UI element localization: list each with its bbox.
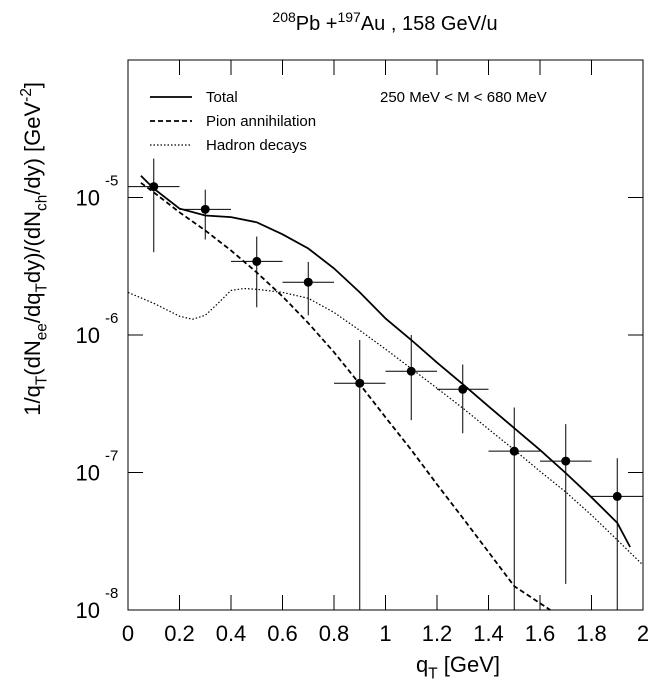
series-line	[140, 175, 631, 548]
legend-label: Hadron decays	[206, 137, 307, 154]
x-axis-label-part: [GeV]	[438, 652, 500, 677]
y-tick-label: 10	[76, 461, 100, 486]
y-tick-label: 10	[76, 598, 100, 623]
legend-label: Pion annihilation	[206, 113, 316, 130]
y-axis-label-part: -2	[18, 88, 35, 102]
x-tick-label: 1.8	[576, 621, 607, 646]
x-tick-label: 1.2	[422, 621, 453, 646]
data-point	[252, 256, 262, 266]
x-tick-label: 1	[379, 621, 391, 646]
data-point	[355, 378, 365, 388]
y-tick-label: 10	[76, 186, 100, 211]
y-axis-label-part: 1/q	[20, 385, 45, 416]
data-point	[200, 204, 210, 214]
data-point	[509, 446, 519, 456]
x-tick-label: 0.4	[216, 621, 247, 646]
y-axis-label-part: (dN	[20, 340, 45, 375]
y-axis-label-part: T	[34, 375, 51, 385]
x-axis-label-part: q	[416, 652, 428, 677]
x-tick-label: 2	[637, 621, 649, 646]
chart-title: 208Pb +197Au , 158 GeV/u	[272, 9, 497, 35]
y-tick-exponent: -7	[105, 448, 118, 465]
data-point	[458, 384, 468, 394]
legend-label: Total	[206, 89, 238, 106]
x-tick-label: 0.8	[319, 621, 350, 646]
y-tick-label: 10	[76, 323, 100, 348]
y-axis-label-part: dy)/(dN	[20, 211, 45, 283]
y-axis-label-part: T	[34, 283, 51, 293]
annotation: 250 MeV < M < 680 MeV	[380, 89, 547, 106]
x-axis-label-part: T	[428, 666, 438, 683]
series-line	[127, 287, 644, 566]
y-tick-exponent: -8	[105, 585, 118, 602]
x-tick-label: 1.4	[473, 621, 504, 646]
y-tick-exponent: -6	[105, 310, 118, 327]
x-tick-label: 0	[122, 621, 134, 646]
chart-title-part: 208	[272, 9, 296, 25]
y-axis-label: 1/qT(dNee/dqTdy)/(dNch/dy) [GeV-2]	[18, 82, 50, 416]
x-tick-label: 0.2	[164, 621, 195, 646]
data-point	[561, 456, 571, 466]
chart-title-part: Au , 158 GeV/u	[361, 13, 498, 35]
chart-title-part: Pb +	[296, 13, 338, 35]
data-point	[303, 277, 313, 287]
data-point	[612, 491, 622, 501]
y-axis-label-part: ch	[34, 195, 51, 211]
y-axis-label-part: /dy) [GeV	[20, 101, 45, 194]
x-axis-label: qT [GeV]	[416, 652, 500, 683]
y-tick-exponent: -5	[105, 173, 118, 190]
y-axis-label-part: ]	[20, 82, 45, 88]
x-tick-label: 1.6	[525, 621, 556, 646]
data-point	[149, 182, 159, 192]
series-line	[140, 182, 551, 611]
chart-title-part: 197	[337, 9, 361, 25]
data-point	[406, 366, 416, 376]
x-tick-label: 0.6	[267, 621, 298, 646]
y-axis-label-part: /dq	[20, 293, 45, 324]
y-axis-label-part: ee	[34, 323, 51, 340]
